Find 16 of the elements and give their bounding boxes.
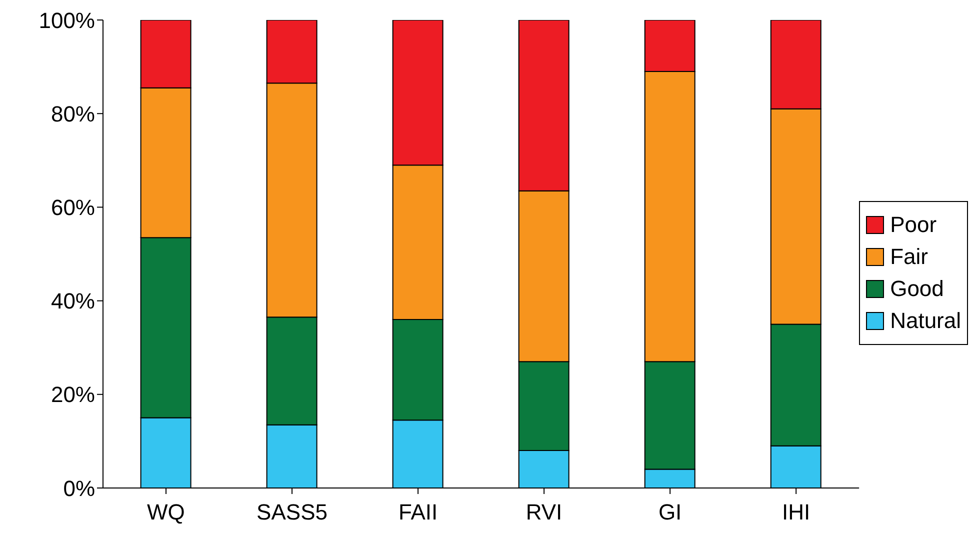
y-tick-label: 80% bbox=[50, 101, 95, 126]
y-tick-label: 0% bbox=[63, 476, 95, 501]
legend-label: Poor bbox=[890, 212, 937, 238]
x-tick-label: GI bbox=[658, 500, 682, 525]
legend-label: Good bbox=[890, 276, 944, 302]
x-tick-label: RVI bbox=[526, 500, 562, 525]
x-tick-label: IHI bbox=[782, 500, 810, 525]
x-tick-label: FAII bbox=[398, 500, 438, 525]
y-tick-label: 20% bbox=[50, 382, 95, 408]
y-tick-label: 100% bbox=[38, 8, 95, 33]
y-tick-label: 40% bbox=[50, 288, 95, 314]
legend-label: Fair bbox=[890, 244, 928, 270]
legend-label: Natural bbox=[890, 308, 961, 334]
x-tick-label: SASS5 bbox=[256, 500, 328, 525]
x-tick-label: WQ bbox=[147, 500, 185, 525]
y-tick-label: 60% bbox=[50, 195, 95, 220]
